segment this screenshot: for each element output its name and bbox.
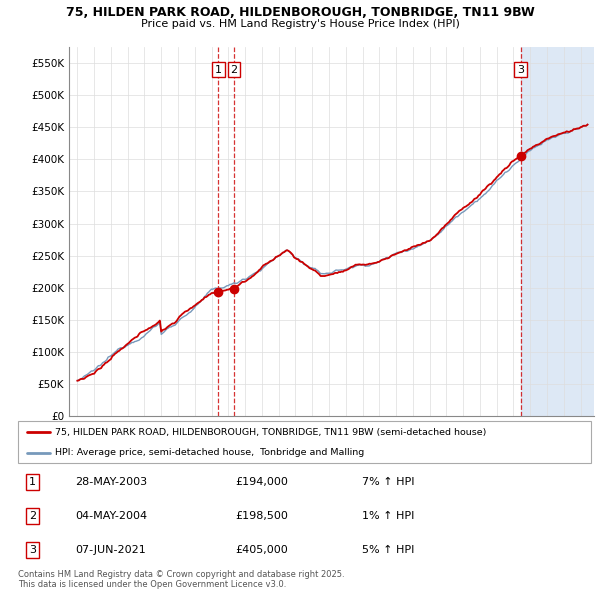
- FancyBboxPatch shape: [18, 421, 591, 463]
- Text: £198,500: £198,500: [236, 511, 289, 521]
- Text: 5% ↑ HPI: 5% ↑ HPI: [362, 545, 414, 555]
- Text: 2: 2: [29, 511, 36, 521]
- Text: £194,000: £194,000: [236, 477, 289, 487]
- Text: 1% ↑ HPI: 1% ↑ HPI: [362, 511, 414, 521]
- Text: 1: 1: [215, 65, 222, 75]
- Text: 28-MAY-2003: 28-MAY-2003: [76, 477, 148, 487]
- Text: 75, HILDEN PARK ROAD, HILDENBOROUGH, TONBRIDGE, TN11 9BW: 75, HILDEN PARK ROAD, HILDENBOROUGH, TON…: [65, 6, 535, 19]
- Text: 1: 1: [29, 477, 36, 487]
- Text: 2: 2: [230, 65, 238, 75]
- Text: HPI: Average price, semi-detached house,  Tonbridge and Malling: HPI: Average price, semi-detached house,…: [55, 448, 364, 457]
- Text: 04-MAY-2004: 04-MAY-2004: [76, 511, 148, 521]
- Text: 7% ↑ HPI: 7% ↑ HPI: [362, 477, 415, 487]
- Text: 3: 3: [517, 65, 524, 75]
- Text: 07-JUN-2021: 07-JUN-2021: [76, 545, 146, 555]
- Text: Contains HM Land Registry data © Crown copyright and database right 2025.
This d: Contains HM Land Registry data © Crown c…: [18, 570, 344, 589]
- Text: £405,000: £405,000: [236, 545, 289, 555]
- Bar: [521, 47, 594, 416]
- Text: Price paid vs. HM Land Registry's House Price Index (HPI): Price paid vs. HM Land Registry's House …: [140, 19, 460, 29]
- Text: 75, HILDEN PARK ROAD, HILDENBOROUGH, TONBRIDGE, TN11 9BW (semi-detached house): 75, HILDEN PARK ROAD, HILDENBOROUGH, TON…: [55, 428, 487, 437]
- Text: 3: 3: [29, 545, 36, 555]
